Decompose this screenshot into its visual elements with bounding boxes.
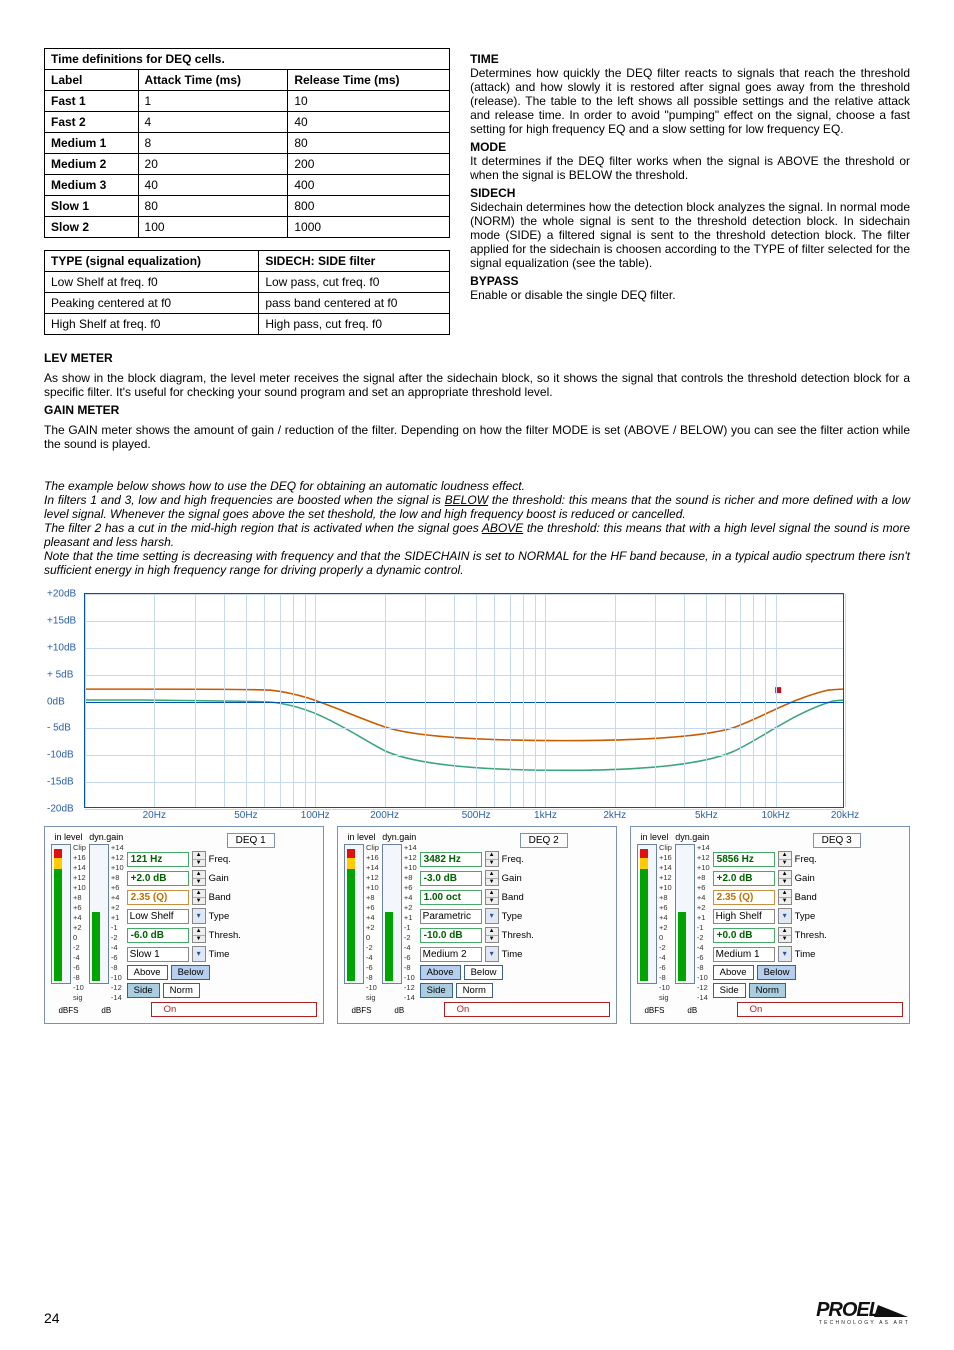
below-button[interactable]: Below (757, 965, 797, 980)
example-p1: The example below shows how to use the D… (44, 479, 910, 493)
example-p4: Note that the time setting is decreasing… (44, 549, 910, 577)
spinner-icon[interactable]: ▲▼ (192, 870, 206, 886)
proel-logo: PROEL TECHNOLOGY AS ART (816, 1299, 910, 1326)
in-level-meter (637, 844, 657, 984)
spinner-icon[interactable]: ▲▼ (485, 851, 499, 867)
below-button[interactable]: Below (464, 965, 504, 980)
type-sidech-table: TYPE (signal equalization)SIDECH: SIDE f… (44, 250, 450, 335)
above-button[interactable]: Above (127, 965, 168, 980)
bypass-para: Enable or disable the single DEQ filter. (470, 288, 910, 302)
time-definitions-table: Time definitions for DEQ cells. LabelAtt… (44, 48, 450, 238)
sidech-heading: SIDECH (470, 186, 910, 200)
side-button[interactable]: Side (127, 983, 160, 998)
deq-panel: in level Clip+16+14+12+10+8+6+4+20-2-4-6… (44, 826, 324, 1024)
freq-input[interactable]: 121 Hz (127, 852, 189, 867)
type-select[interactable]: High Shelf (713, 909, 775, 924)
spinner-icon[interactable]: ▲▼ (778, 870, 792, 886)
dyn-gain-meter (675, 844, 695, 984)
deq-title: DEQ 3 (813, 833, 861, 848)
time-select[interactable]: Medium 1 (713, 947, 775, 962)
deq-panel: in level Clip+16+14+12+10+8+6+4+20-2-4-6… (337, 826, 617, 1024)
dyn-gain-meter (89, 844, 109, 984)
band-input[interactable]: 1.00 oct (420, 890, 482, 905)
norm-button[interactable]: Norm (749, 983, 786, 998)
spinner-icon[interactable]: ▲▼ (192, 851, 206, 867)
type-select[interactable]: Low Shelf (127, 909, 189, 924)
lev-heading: LEV METER (44, 351, 910, 365)
time-heading: TIME (470, 52, 910, 66)
bypass-heading: BYPASS (470, 274, 910, 288)
page-number: 24 (44, 1310, 60, 1326)
freq-input[interactable]: 5856 Hz (713, 852, 775, 867)
gain-input[interactable]: +2.0 dB (127, 871, 189, 886)
spinner-icon[interactable]: ▲▼ (778, 889, 792, 905)
thresh-input[interactable]: -6.0 dB (127, 928, 189, 943)
band-input[interactable]: 2.35 (Q) (127, 890, 189, 905)
norm-button[interactable]: Norm (163, 983, 200, 998)
thresh-input[interactable]: -10.0 dB (420, 928, 482, 943)
sidech-para: Sidechain determines how the detection b… (470, 200, 910, 270)
example-p3: The filter 2 has a cut in the mid-high r… (44, 521, 910, 549)
gain-para: The GAIN meter shows the amount of gain … (44, 423, 910, 451)
chevron-down-icon[interactable]: ▾ (778, 908, 792, 924)
above-button[interactable]: Above (420, 965, 461, 980)
deq-title: DEQ 2 (520, 833, 568, 848)
eq-chart: +20dB+15dB+10dB+ 5dB0dB- 5dB-10dB-15dB-2… (84, 593, 844, 808)
on-button[interactable]: On (444, 1002, 610, 1017)
chevron-down-icon[interactable]: ▾ (192, 946, 206, 962)
chevron-down-icon[interactable]: ▾ (778, 946, 792, 962)
on-button[interactable]: On (737, 1002, 903, 1017)
spinner-icon[interactable]: ▲▼ (778, 927, 792, 943)
example-block: The example below shows how to use the D… (44, 479, 910, 577)
thresh-input[interactable]: +0.0 dB (713, 928, 775, 943)
spinner-icon[interactable]: ▲▼ (192, 889, 206, 905)
in-level-meter (51, 844, 71, 984)
lev-para: As show in the block diagram, the level … (44, 371, 910, 399)
gain-input[interactable]: +2.0 dB (713, 871, 775, 886)
chevron-down-icon[interactable]: ▾ (485, 946, 499, 962)
band-input[interactable]: 2.35 (Q) (713, 890, 775, 905)
gain-input[interactable]: -3.0 dB (420, 871, 482, 886)
gain-heading: GAIN METER (44, 403, 910, 417)
time-select[interactable]: Medium 2 (420, 947, 482, 962)
in-level-meter (344, 844, 364, 984)
mode-heading: MODE (470, 140, 910, 154)
spinner-icon[interactable]: ▲▼ (485, 889, 499, 905)
dyn-gain-meter (382, 844, 402, 984)
spinner-icon[interactable]: ▲▼ (485, 870, 499, 886)
norm-button[interactable]: Norm (456, 983, 493, 998)
spinner-icon[interactable]: ▲▼ (192, 927, 206, 943)
spinner-icon[interactable]: ▲▼ (778, 851, 792, 867)
on-button[interactable]: On (151, 1002, 317, 1017)
deq-panel: in level Clip+16+14+12+10+8+6+4+20-2-4-6… (630, 826, 910, 1024)
chevron-down-icon[interactable]: ▾ (485, 908, 499, 924)
chevron-down-icon[interactable]: ▾ (192, 908, 206, 924)
table1-title: Time definitions for DEQ cells. (45, 49, 450, 70)
side-button[interactable]: Side (713, 983, 746, 998)
side-button[interactable]: Side (420, 983, 453, 998)
example-p2: In filters 1 and 3, low and high frequen… (44, 493, 910, 521)
deq-title: DEQ 1 (227, 833, 275, 848)
below-button[interactable]: Below (171, 965, 211, 980)
time-select[interactable]: Slow 1 (127, 947, 189, 962)
spinner-icon[interactable]: ▲▼ (485, 927, 499, 943)
above-button[interactable]: Above (713, 965, 754, 980)
type-select[interactable]: Parametric (420, 909, 482, 924)
mode-para: It determines if the DEQ filter works wh… (470, 154, 910, 182)
time-para: Determines how quickly the DEQ filter re… (470, 66, 910, 136)
freq-input[interactable]: 3482 Hz (420, 852, 482, 867)
